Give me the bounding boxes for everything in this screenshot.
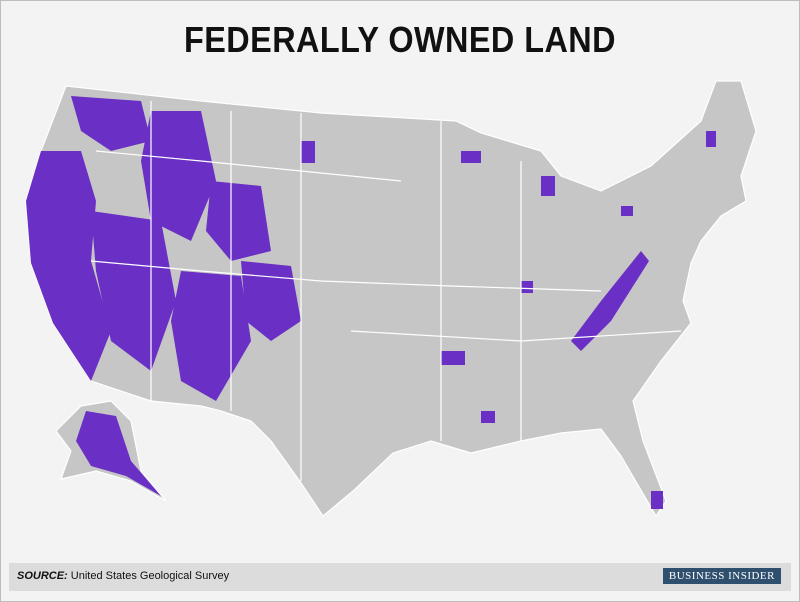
patch xyxy=(26,151,111,381)
map xyxy=(25,80,757,518)
source: SOURCE: United States Geological Survey xyxy=(17,570,229,582)
patch xyxy=(71,96,151,151)
federal-land xyxy=(26,96,716,509)
patch xyxy=(241,261,301,341)
source-text: United States Geological Survey xyxy=(70,570,230,582)
patch xyxy=(441,351,465,365)
state-line xyxy=(90,260,602,292)
patch xyxy=(141,111,216,241)
source-label: SOURCE: xyxy=(17,570,68,582)
patch xyxy=(706,131,716,147)
patch xyxy=(76,411,161,496)
patch xyxy=(481,411,495,423)
footer: SOURCE: United States Geological Survey … xyxy=(9,563,791,591)
patch xyxy=(206,181,271,261)
patch xyxy=(521,281,533,293)
brand: BUSINESS INSIDER xyxy=(662,568,781,584)
patch xyxy=(91,211,176,371)
patch xyxy=(571,251,649,351)
state-line xyxy=(95,150,402,182)
patch xyxy=(301,141,315,163)
title: FEDERALLY OWNED LAND xyxy=(183,19,617,60)
patch xyxy=(461,151,481,163)
patch xyxy=(541,176,555,196)
patch xyxy=(621,206,633,216)
patch xyxy=(651,491,663,509)
state-lines xyxy=(90,101,682,481)
